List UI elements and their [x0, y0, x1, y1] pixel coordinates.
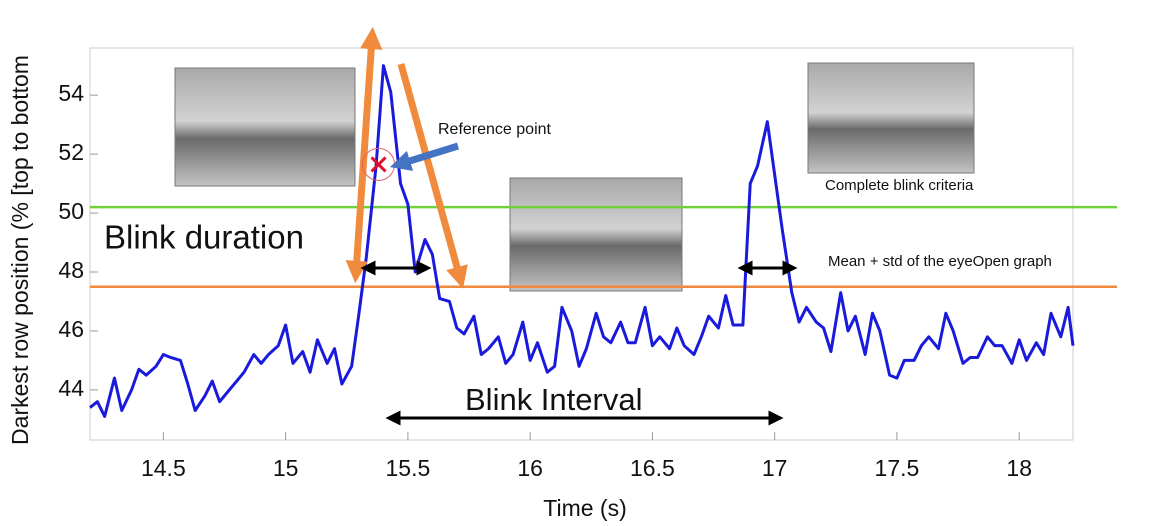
x-tick-label: 15 [273, 455, 299, 481]
duration-arrow [401, 64, 460, 278]
reference-point-label: Reference point [438, 121, 552, 138]
annotation: Blink duration [104, 219, 304, 256]
x-tick-label: 14.5 [141, 455, 186, 481]
y-tick-label: 44 [58, 375, 84, 401]
reference-line-label: Mean + std of the eyeOpen graph [828, 253, 1052, 270]
x-tick-label: 15.5 [386, 455, 431, 481]
y-tick-label: 50 [58, 198, 84, 224]
x-tick-label: 16 [517, 455, 543, 481]
y-tick-label: 46 [58, 316, 84, 342]
x-tick-label: 18 [1006, 455, 1032, 481]
x-tick-label: 17 [762, 455, 788, 481]
y-tick-label: 48 [58, 257, 84, 283]
x-tick-label: 16.5 [630, 455, 675, 481]
chart: Time (s) Darkest row position (% [top to… [0, 0, 1149, 526]
y-tick-label: 52 [58, 139, 84, 165]
eye-image [808, 63, 974, 173]
eye-image [510, 178, 682, 291]
eye-image [175, 68, 355, 186]
reference-point [372, 157, 386, 171]
x-tick-label: 17.5 [875, 455, 920, 481]
x-axis-label: Time (s) [543, 495, 626, 521]
y-axis-label: Darkest row position (% [top to bottom [7, 55, 33, 445]
y-tick-label: 54 [58, 80, 84, 106]
annotation: Blink Interval [465, 382, 642, 417]
reference-line-label: Complete blink criteria [825, 177, 974, 194]
